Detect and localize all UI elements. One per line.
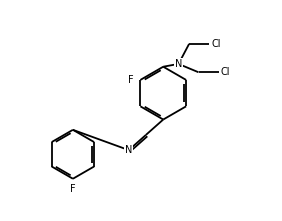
- Text: N: N: [175, 59, 182, 69]
- Text: N: N: [125, 145, 133, 155]
- Text: F: F: [128, 75, 133, 85]
- Text: Cl: Cl: [211, 39, 221, 49]
- Text: Cl: Cl: [221, 67, 230, 77]
- Text: F: F: [70, 184, 76, 194]
